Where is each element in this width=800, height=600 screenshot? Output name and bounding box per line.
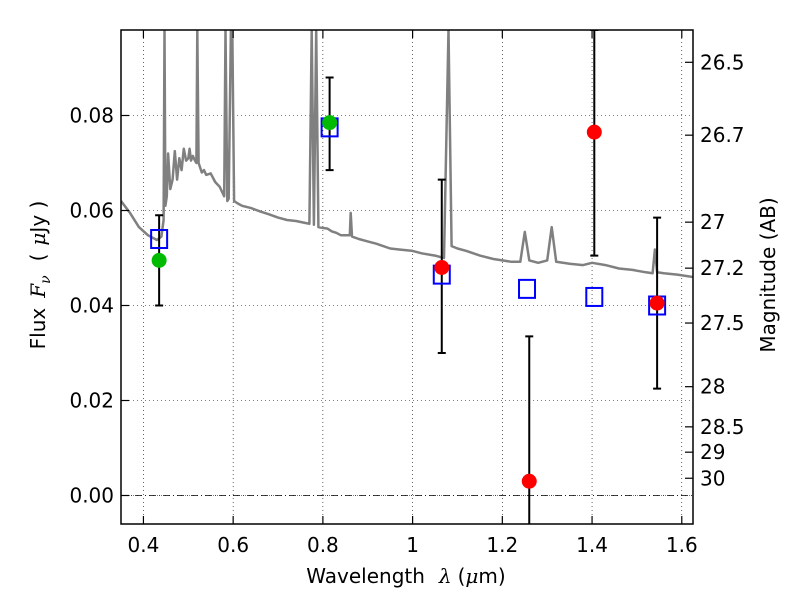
y2-tick-label: 28 (700, 375, 725, 399)
detection-point (322, 115, 338, 131)
y2-tick-label: 29 (700, 440, 725, 464)
x-axis-label-text: Wavelength (306, 564, 425, 588)
x-tick-label: 1.4 (576, 533, 608, 557)
x-tick-label: 1 (406, 533, 419, 557)
x-tick-labels: 0.4 0.6 0.8 1 1.2 1.4 1.6 (128, 533, 698, 557)
x-axis-label-symbol: λ (438, 564, 452, 588)
x-axis-label-unit-mu: μ (465, 564, 478, 588)
model-square (150, 229, 169, 249)
measurement-point (434, 260, 450, 275)
y2-tick-label: 26.7 (700, 123, 745, 147)
y2-tick-label: 27 (700, 210, 725, 234)
y-axis-label-unit-rest: Jy ) (26, 201, 50, 235)
x-tick-label: 0.4 (128, 533, 160, 557)
sed-line (121, 30, 693, 279)
y-axis-label: Flux Fν ( μJy ) (26, 201, 54, 350)
plot-frame (120, 29, 694, 525)
y-tick-label: 0.06 (69, 199, 114, 223)
y-axis-label-text: Flux (26, 308, 50, 350)
measurement-point (649, 295, 665, 311)
x-axis-label-unit-open: ( (458, 564, 466, 588)
y2-tick-label: 30 (700, 466, 725, 490)
y2-tick-label: 28.5 (700, 415, 745, 439)
y2-tick-label: 27.5 (700, 311, 745, 335)
grid (121, 30, 693, 524)
y-axis-label-unit-open: ( (26, 254, 50, 262)
x-tick-label: 1.2 (486, 533, 518, 557)
y-axis-label-symbol: F (26, 283, 50, 299)
x-tick-label: 0.6 (217, 533, 249, 557)
x-axis-label: Wavelength λ (μm) (306, 564, 505, 588)
y2-axis-label: Magnitude (AB) (756, 197, 780, 352)
measurement-point (521, 473, 537, 489)
y2-tick-label: 26.5 (700, 50, 745, 74)
y-axis-label-unit-mu: μ (26, 233, 50, 246)
y-tick-label: 0.00 (69, 484, 114, 508)
y2-tick-label: 27.2 (700, 256, 745, 280)
model-square (585, 286, 604, 307)
y-tick-label: 0.04 (69, 294, 114, 318)
x-axis-label-unit-rest: m) (478, 564, 505, 588)
model-square (518, 278, 537, 299)
y-tick-labels: 0.00 0.02 0.04 0.06 0.08 (69, 104, 114, 508)
y-tick-label: 0.08 (69, 104, 114, 128)
measurement-point (586, 124, 602, 140)
point-layer (151, 115, 665, 489)
tick-layer (121, 30, 693, 524)
errorbar-layer (155, 30, 662, 524)
sed-layer (121, 30, 693, 279)
y-tick-label: 0.02 (69, 389, 114, 413)
y-axis-label-subscript: ν (38, 275, 54, 284)
detection-point (151, 252, 167, 268)
x-tick-label: 1.6 (666, 533, 698, 557)
x-tick-label: 0.8 (307, 533, 339, 557)
